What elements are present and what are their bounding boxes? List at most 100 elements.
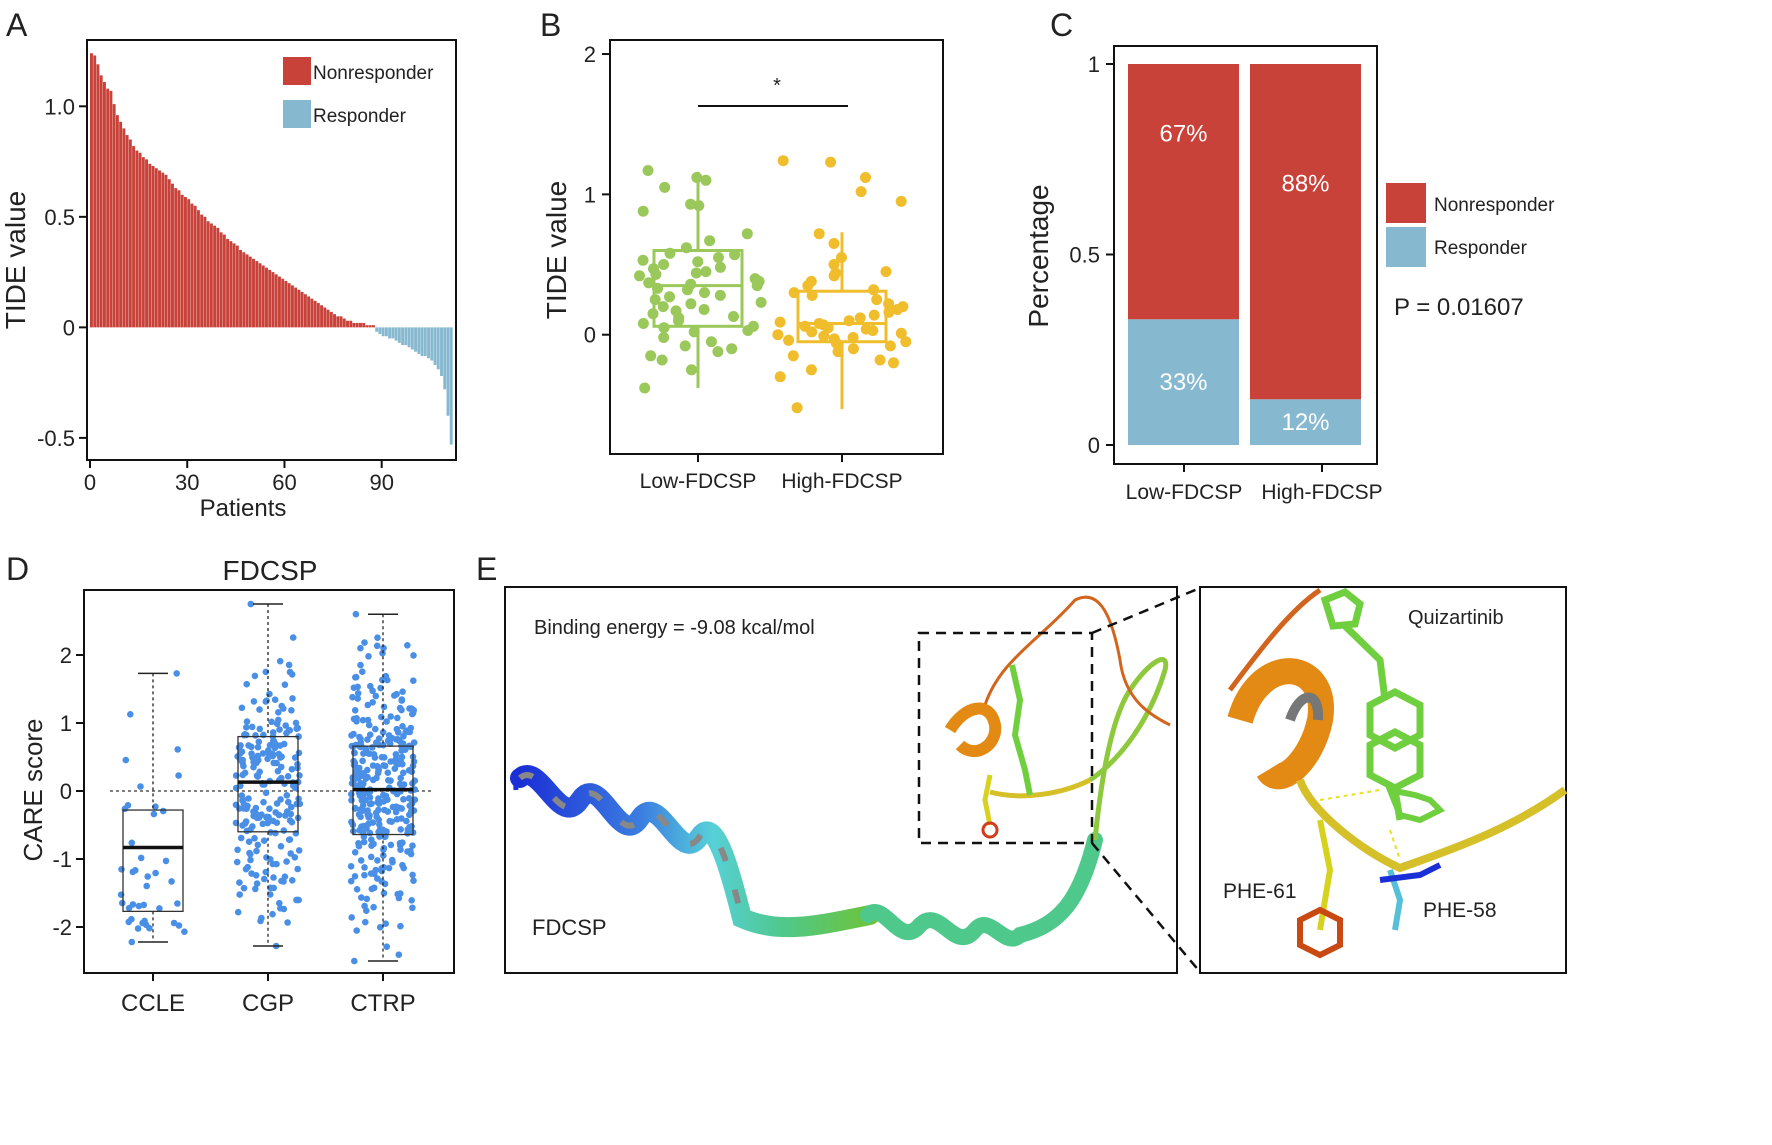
panel-b-point xyxy=(868,284,880,296)
panel-d-point xyxy=(266,690,273,698)
panel-b-point xyxy=(639,382,651,394)
panel-d-point xyxy=(277,843,285,850)
panel-b-point xyxy=(645,350,657,362)
panel-d-point xyxy=(146,924,153,932)
panel-d-point xyxy=(369,699,377,706)
panel-b-point xyxy=(700,174,712,186)
panel-d-point xyxy=(254,756,262,764)
panel-d-point xyxy=(381,754,388,761)
panel-letter-b: B xyxy=(540,7,561,43)
panel-a-bar xyxy=(154,168,158,328)
panel-d-point xyxy=(287,810,295,818)
panel-c-ytick-label: 0 xyxy=(1088,433,1100,458)
panel-b-point xyxy=(637,254,649,266)
panel-d-point xyxy=(137,854,145,862)
panel-c-label-nonresponder: 88% xyxy=(1281,171,1329,198)
panel-d-point xyxy=(397,890,404,897)
panel-d-point xyxy=(173,670,180,677)
panel-b-point xyxy=(637,205,649,217)
panel-a-bar xyxy=(391,327,395,339)
panel-d-point xyxy=(290,782,297,789)
panel-b-point xyxy=(788,287,800,299)
panel-d-point xyxy=(248,743,255,751)
panel-a-bar xyxy=(277,276,281,328)
panel-d-point xyxy=(274,767,282,775)
panel-d-point xyxy=(243,680,250,688)
panel-b-point xyxy=(884,340,896,352)
panel-b-point xyxy=(690,267,702,279)
panel-c-label-responder: 12% xyxy=(1281,409,1329,436)
panel-d-point xyxy=(362,745,370,753)
panel-b-point xyxy=(649,294,661,306)
panel-d-point xyxy=(359,668,366,675)
panel-b-point xyxy=(805,364,817,376)
panel-a-bar xyxy=(436,327,440,370)
panel-d-point xyxy=(240,884,248,892)
panel-d-ytick-label: -2 xyxy=(52,915,72,940)
panel-d-point xyxy=(351,849,359,856)
panel-d-point xyxy=(248,723,256,731)
panel-a-bar xyxy=(242,252,246,328)
panel-b-point xyxy=(895,195,907,207)
panel-d-point xyxy=(399,688,406,695)
panel-a-bar xyxy=(300,292,304,328)
panel-d-point xyxy=(407,847,414,855)
panel-d-care-boxplot: FDCSP -2 -1 0 1 2 CARE score CCLE CGP CTRP xyxy=(18,555,455,1017)
panel-b-point xyxy=(656,354,668,366)
panel-a-bar xyxy=(190,203,194,328)
panel-d-axes: -2 -1 0 1 2 xyxy=(52,643,384,981)
panel-d-point xyxy=(383,718,390,725)
panel-d-point xyxy=(292,719,300,727)
panel-d-point xyxy=(393,690,400,698)
panel-b-point xyxy=(847,332,859,343)
panel-d-point xyxy=(362,918,369,926)
panel-a-bar xyxy=(261,265,265,328)
panel-d-point xyxy=(362,796,369,804)
panel-d-point xyxy=(380,762,387,769)
panel-d-point xyxy=(253,847,260,855)
panel-d-point xyxy=(243,718,251,725)
panel-a-bar xyxy=(258,263,262,328)
panel-d-point xyxy=(377,684,384,692)
panel-a-bar xyxy=(99,75,103,328)
panel-a-bar xyxy=(427,327,430,359)
panel-d-box xyxy=(122,809,184,913)
panel-b-point xyxy=(772,329,784,341)
panel-d-point xyxy=(369,762,377,769)
panel-d-point xyxy=(381,806,388,814)
panel-d-point xyxy=(351,749,358,757)
panel-d-point xyxy=(410,807,418,814)
panel-b-point xyxy=(755,296,767,308)
panel-d-point xyxy=(405,795,413,802)
panel-b-point xyxy=(647,308,659,320)
panel-d-point xyxy=(254,773,262,780)
panel-a-bar xyxy=(226,238,230,328)
panel-d-point xyxy=(234,908,242,916)
panel-d-point xyxy=(369,776,377,784)
panel-a-xtick-label: 60 xyxy=(272,470,296,495)
panel-b-point xyxy=(700,266,712,278)
panel-d-point xyxy=(410,739,418,746)
panel-a-bar xyxy=(368,325,372,328)
panel-d-point xyxy=(277,905,284,912)
panel-b-point xyxy=(659,181,671,193)
panel-d-point xyxy=(285,661,293,669)
panel-a-bar xyxy=(290,285,294,328)
panel-d-point xyxy=(245,795,252,802)
panel-d-point xyxy=(240,762,247,770)
panel-a-bar xyxy=(265,267,268,328)
panel-e-docking: Binding energy = -9.08 kcal/mol FDCSP xyxy=(504,586,1568,974)
panel-a-bar xyxy=(119,121,123,328)
panel-a-bar xyxy=(320,305,324,328)
panel-a-bar xyxy=(164,174,168,328)
panel-b-point xyxy=(892,304,903,315)
panel-b-point xyxy=(699,287,710,299)
panel-a-bar xyxy=(281,278,285,328)
panel-d-point xyxy=(250,763,257,771)
panel-letter-a: A xyxy=(6,7,28,43)
panel-d-point xyxy=(358,772,365,779)
panel-d-point xyxy=(233,858,241,866)
panel-c-ylabel: Percentage xyxy=(1023,184,1054,327)
panel-d-point xyxy=(361,639,368,646)
